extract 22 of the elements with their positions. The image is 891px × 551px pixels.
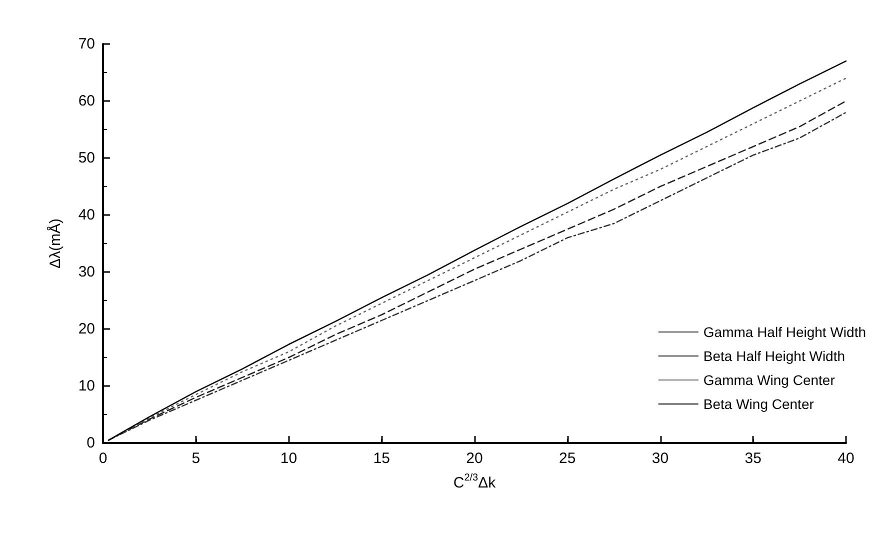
- legend-label: Gamma Half Height Width: [703, 324, 866, 340]
- x-tick-label: 30: [652, 450, 669, 467]
- y-tick-label: 10: [78, 378, 95, 394]
- x-tick-label: 40: [838, 450, 854, 467]
- x-tick-label: 15: [373, 450, 390, 467]
- y-axis-title: Δλ(mÅ): [46, 218, 64, 269]
- legend-label: Beta Wing Center: [703, 396, 814, 412]
- y-tick-label: 70: [78, 36, 95, 52]
- y-tick-label: 30: [78, 264, 95, 280]
- y-tick-label: 0: [86, 434, 95, 452]
- legend-label: Beta Half Height Width: [703, 348, 846, 364]
- y-tick-label: 50: [78, 150, 95, 166]
- x-tick-label: 25: [559, 450, 576, 467]
- y-tick-label: 40: [78, 206, 95, 224]
- x-tick-label: 20: [466, 450, 483, 467]
- x-tick-label: 0: [98, 450, 108, 467]
- legend-label: Gamma Wing Center: [703, 372, 836, 388]
- x-tick-label: 10: [280, 450, 298, 467]
- y-tick-label: 20: [78, 320, 95, 338]
- y-tick-label: 60: [78, 92, 95, 110]
- x-tick-label: 5: [192, 450, 200, 467]
- x-tick-label: 35: [744, 450, 762, 467]
